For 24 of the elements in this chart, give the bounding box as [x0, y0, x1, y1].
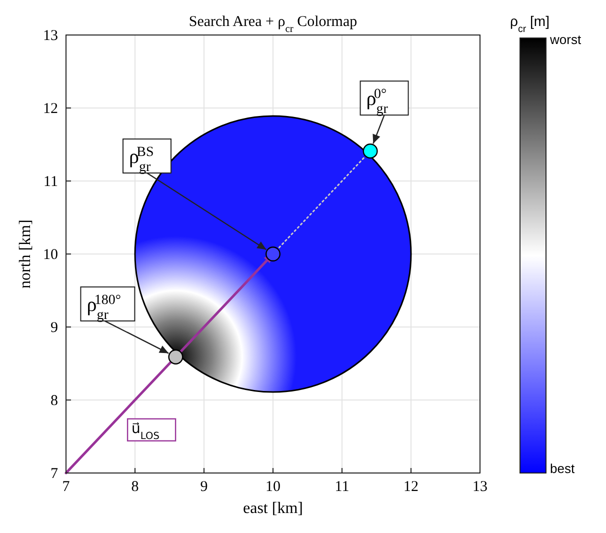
y-tick-label: 12	[43, 101, 58, 117]
y-tick-label: 10	[43, 247, 58, 263]
y-tick-label: 13	[43, 28, 58, 44]
color-bar-label: worst	[549, 32, 582, 47]
y-tick-label: 8	[50, 393, 58, 409]
x-tick-label: 8	[131, 479, 139, 495]
x-tick-label: 13	[472, 479, 488, 495]
y-axis-title: north [km]	[17, 220, 34, 288]
x-tick-label: 9	[200, 479, 208, 495]
x-tick-label: 11	[334, 479, 350, 495]
x-tick-label: 12	[404, 479, 418, 495]
y-tick-label: 11	[44, 174, 58, 190]
x-axis-title: east [km]	[243, 500, 303, 517]
x-tick-label: 7	[62, 479, 70, 495]
y-tick-label: 9	[50, 320, 58, 336]
point	[265, 246, 281, 262]
color-bar-label: best	[550, 461, 575, 476]
x-tick-label: 10	[266, 479, 280, 495]
y-tick-label: 7	[50, 466, 58, 482]
chart-title: Search Area + ρ$_{cr}$ Colormap	[188, 14, 358, 34]
point	[168, 349, 184, 364]
series-label: u⃗$_{LOS}$	[132, 420, 160, 442]
point	[362, 144, 378, 159]
color-bar-title: ρ$_{cr}$ [m]	[510, 13, 550, 34]
